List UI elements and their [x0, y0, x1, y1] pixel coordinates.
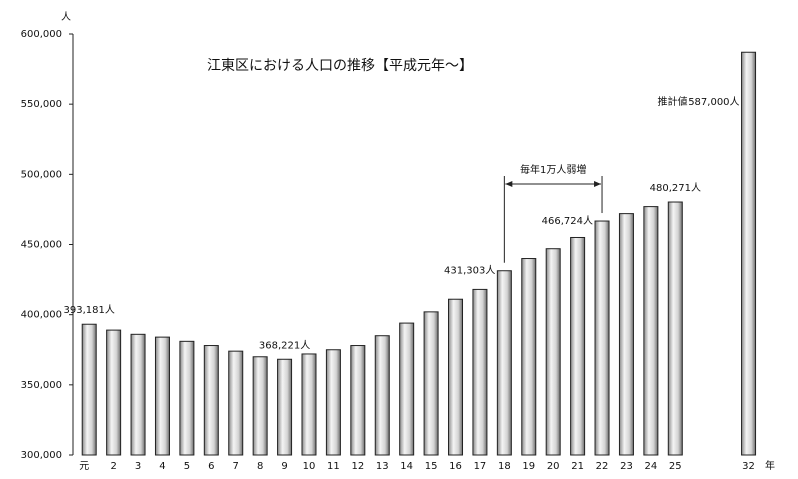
bar [423, 311, 439, 456]
x-tick-label: 23 [620, 461, 633, 472]
x-tick-label: 11 [327, 461, 340, 472]
value-label: 480,271人 [650, 182, 701, 194]
chart-title: 江東区における人口の推移【平成元年～】 [207, 58, 473, 74]
bar [374, 335, 390, 456]
x-tick-label: 32 [742, 461, 755, 472]
bar [301, 353, 317, 456]
x-tick-label: 元 [79, 461, 89, 472]
x-tick-label: 18 [498, 461, 511, 472]
y-tick-label: 300,000 [21, 450, 62, 461]
value-label: 393,181人 [64, 304, 115, 316]
value-label: 431,303人 [444, 265, 495, 277]
bar [325, 349, 341, 456]
x-tick-label: 16 [449, 461, 462, 472]
x-tick-label: 5 [184, 461, 190, 472]
bar [106, 329, 122, 456]
value-label: 368,221人 [259, 339, 310, 351]
x-tick-label: 20 [547, 461, 560, 472]
bar [228, 350, 244, 456]
y-tick-label: 500,000 [21, 169, 62, 180]
value-label: 587,000人 [688, 96, 739, 108]
x-tick-label: 21 [571, 461, 584, 472]
x-tick-label: 10 [303, 461, 316, 472]
bar [496, 270, 512, 456]
x-tick-label: 22 [596, 461, 609, 472]
x-tick-label: 24 [645, 461, 658, 472]
bar [130, 333, 146, 456]
y-tick-label: 450,000 [21, 240, 62, 251]
bar [399, 322, 415, 456]
bar [521, 258, 537, 456]
x-tick-label: 4 [159, 461, 165, 472]
x-tick-label: 17 [474, 461, 487, 472]
x-tick-label: 13 [376, 461, 389, 472]
bar [81, 323, 97, 456]
bar [545, 248, 561, 456]
y-unit: 人 [61, 11, 71, 23]
x-tick-label: 2 [110, 461, 116, 472]
annotation: 毎年1万人弱増 [520, 163, 586, 176]
bar [277, 358, 293, 456]
bar [570, 236, 586, 456]
x-unit: 年 [765, 459, 775, 472]
y-tick-label: 550,000 [21, 99, 62, 110]
bar [203, 345, 219, 456]
bar [618, 213, 634, 456]
bar [252, 356, 268, 456]
bar [448, 298, 464, 456]
x-tick-label: 25 [669, 461, 682, 472]
value-label: 466,724人 [542, 215, 593, 227]
bar [154, 336, 170, 456]
x-tick-label: 7 [233, 461, 239, 472]
bar [472, 288, 488, 456]
x-tick-label: 3 [135, 461, 141, 472]
y-tick-label: 400,000 [21, 310, 62, 321]
x-tick-label: 14 [400, 461, 413, 472]
bar [741, 51, 757, 456]
bar [643, 206, 659, 456]
bar [594, 220, 610, 456]
estimate-label: 推計値 [658, 95, 688, 108]
x-tick-label: 19 [522, 461, 535, 472]
x-tick-label: 6 [208, 461, 214, 472]
bar [667, 201, 683, 456]
y-tick-label: 600,000 [21, 29, 62, 40]
x-tick-label: 12 [351, 461, 364, 472]
bar [350, 345, 366, 456]
bar [179, 340, 195, 456]
y-tick-label: 350,000 [21, 380, 62, 391]
x-tick-label: 8 [257, 461, 263, 472]
x-tick-label: 9 [281, 461, 287, 472]
x-tick-label: 15 [425, 461, 438, 472]
